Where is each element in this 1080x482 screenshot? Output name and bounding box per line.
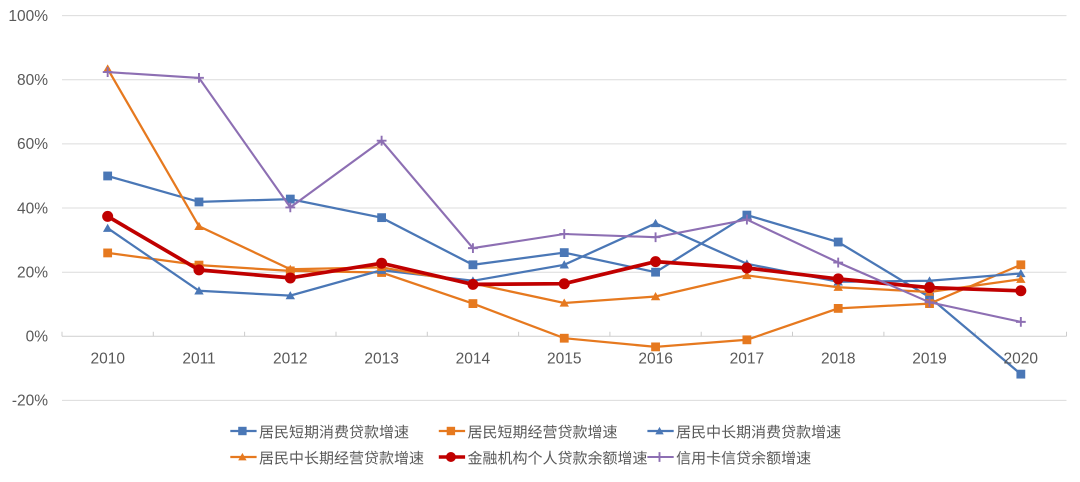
svg-text:100%: 100% (8, 8, 48, 25)
svg-text:2010: 2010 (90, 350, 125, 367)
svg-text:60%: 60% (17, 136, 48, 153)
svg-text:2019: 2019 (912, 350, 946, 367)
svg-text:2016: 2016 (638, 350, 672, 367)
svg-text:80%: 80% (17, 72, 48, 89)
svg-text:2011: 2011 (182, 350, 215, 367)
svg-text:2015: 2015 (547, 350, 581, 367)
svg-text:0%: 0% (26, 329, 49, 346)
svg-text:2017: 2017 (730, 350, 764, 367)
svg-text:20%: 20% (17, 265, 48, 282)
svg-text:2012: 2012 (273, 350, 307, 367)
svg-text:2013: 2013 (364, 350, 398, 367)
svg-text:2014: 2014 (456, 350, 491, 367)
svg-text:2018: 2018 (821, 350, 855, 367)
svg-text:40%: 40% (17, 200, 48, 217)
svg-text:-20%: -20% (12, 393, 48, 410)
svg-text:2020: 2020 (1004, 350, 1039, 367)
